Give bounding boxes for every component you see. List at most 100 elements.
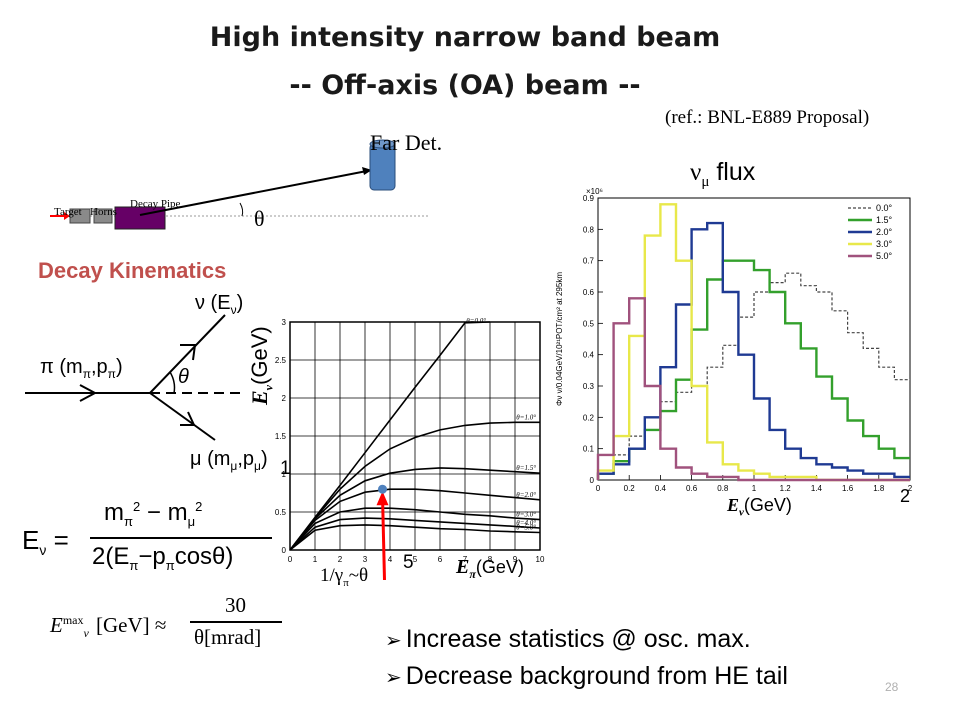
- angle-label: θ: [254, 206, 265, 231]
- kin-marker-arrowhead: [376, 491, 389, 506]
- flux-xtick-label: 0.8: [717, 484, 729, 493]
- flux-ytick-label: 0.7: [583, 257, 595, 266]
- flux-ytick-label: 0: [590, 476, 595, 485]
- kin-marker-point: [378, 484, 387, 494]
- flux-series-line: [596, 221, 910, 480]
- flux-xtick-label: 0: [596, 484, 601, 493]
- kin-xtick-label: 1: [313, 555, 318, 564]
- flux-xtick-label: 1.6: [842, 484, 854, 493]
- horn-2: [93, 208, 113, 224]
- flux-ytick-label: 0.9: [583, 194, 595, 203]
- kin-series-label: θ=5.0°: [516, 524, 536, 532]
- target-label: Target: [54, 206, 82, 218]
- kin-xlabel: Eπ(GeV): [456, 556, 524, 581]
- kin-marker-x: 5: [403, 552, 414, 573]
- kin-xtick-label: 0: [288, 555, 293, 564]
- kin-series-line: [289, 524, 541, 551]
- flux-xtick-label: 1.2: [780, 484, 792, 493]
- flux-scale-label: ×10⁶: [586, 187, 603, 196]
- kin-xtick-label: 10: [536, 555, 545, 564]
- page-number: 28: [885, 680, 899, 694]
- slide-title-line2: -- Off-axis (OA) beam --: [289, 70, 641, 101]
- decay-pipe-label: Decay Pipe: [130, 198, 181, 210]
- kin-series-label: θ=2.0°: [516, 491, 536, 499]
- flux-legend-label: 1.5°: [876, 215, 893, 225]
- decay-pipe: [114, 206, 166, 230]
- kin-series-line: [289, 517, 541, 551]
- flux-series-line: [596, 297, 910, 482]
- kin-ytick-label: 2.5: [275, 356, 287, 365]
- kin-xtick-label: 5: [413, 555, 418, 564]
- gamma-label: 1/γπ~θ: [320, 565, 369, 589]
- kin-xtick-label: 4: [388, 555, 393, 564]
- decay-diagram: [25, 314, 245, 441]
- kin-series-line: [289, 421, 540, 551]
- flux-xtick-label: 1.8: [873, 484, 885, 493]
- flux-xtick-label: 0.2: [624, 484, 636, 493]
- kin-xtick-label: 9: [513, 555, 518, 564]
- kin-xtick-label: 6: [438, 555, 443, 564]
- flux-series-line: [597, 272, 910, 480]
- kin-series-label: θ=1.0°: [516, 413, 536, 421]
- theta-label: θ: [178, 366, 189, 388]
- mu-label: μ (mμ,pμ): [190, 448, 268, 473]
- kin-xtick-label: 2: [338, 555, 343, 564]
- horns-label: Horns: [90, 206, 117, 218]
- flux-ytick-label: 0.5: [583, 319, 595, 328]
- nu-label: ν (Eν): [195, 292, 244, 317]
- beamline-diagram: [50, 139, 430, 230]
- kin-series-line: [289, 507, 541, 551]
- kin-ylabel: Eν(GeV): [247, 326, 276, 405]
- flux-xlabel: Eν(GeV): [727, 495, 792, 519]
- kin-marker-arrow: [381, 495, 386, 581]
- kin-series-line: [289, 321, 491, 551]
- flux-ytick-label: 0.4: [583, 351, 595, 360]
- kin-series-label: θ=3.0°: [516, 511, 536, 519]
- kinematics-chart: 0 1 2 3 4 5 6 7 8 9 10 0 0.5 1 1.5 2 2.5 3 θ=0.0° θ=1.0° θ=1…: [275, 317, 545, 581]
- kin-xtick-label: 8: [488, 555, 493, 564]
- flux-chart: 0 0.2 0.4 0.6 0.8 1 1.2 1.4 1.6 1.8 2 0 0.1 0.2 0.3 0.4…: [555, 187, 913, 493]
- decay-heading: Decay Kinematics: [38, 258, 227, 283]
- bullet-2: ➢ Decrease background from HE tail: [385, 662, 788, 690]
- flux-legend-label: 5.0°: [876, 251, 893, 261]
- flux-xtick-label: 1.4: [811, 484, 823, 493]
- flux-title: νμ flux: [690, 158, 756, 190]
- bullet-1: ➢ Increase statistics @ osc. max.: [385, 625, 751, 653]
- energy-formula: Eν = mπ2 − mμ2 2(Eπ−pπcosθ): [22, 497, 272, 587]
- flux-xtick-label: 2: [908, 484, 913, 493]
- off-axis-line: [139, 169, 373, 216]
- kin-series-label: θ=4.0°: [516, 519, 536, 527]
- kin-ytick-label: 1: [282, 470, 287, 479]
- flux-legend-label: 3.0°: [876, 239, 893, 249]
- horn-1: [69, 208, 91, 224]
- kin-ytick-label: 1.5: [275, 432, 287, 441]
- flux-ytick-label: 0.8: [583, 225, 595, 234]
- flux-ytick-label: 0.1: [583, 445, 595, 454]
- reference-note: (ref.: BNL-E889 Proposal): [665, 107, 870, 128]
- flux-ytick-label: 0.3: [583, 382, 595, 391]
- kin-series-line: [289, 467, 541, 551]
- flux-xtick-label: 0.6: [686, 484, 698, 493]
- kin-marker-y: 1: [280, 458, 291, 479]
- slide-title-line1: High intensity narrow band beam: [209, 22, 721, 53]
- flux-xtick-label: 0.4: [655, 484, 667, 493]
- flux-yaxis-label: Φν ν/0.04GeV/10²¹POT/cm² at 295km: [555, 272, 564, 406]
- kin-ytick-label: 2: [282, 394, 287, 403]
- far-det-label: Far Det.: [370, 130, 443, 155]
- flux-ytick-label: 0.2: [583, 413, 595, 422]
- kin-series-label: θ=0.0°: [466, 317, 486, 325]
- kin-series-label: θ=1.5°: [516, 464, 536, 472]
- kin-xtick-label: 7: [463, 555, 468, 564]
- kin-xtick-label: 3: [363, 555, 368, 564]
- flux-legend-label: 2.0°: [876, 227, 893, 237]
- kin-ytick-label: 0: [282, 546, 287, 555]
- flux-legend-label: 0.0°: [876, 203, 893, 213]
- emax-formula: Emaxν [GeV] ≈ 30 θ[mrad]: [50, 593, 290, 665]
- flux-xtick-label: 1: [752, 484, 757, 493]
- kin-ytick-label: 3: [282, 318, 287, 327]
- kin-series-line: [289, 488, 541, 551]
- kin-ytick-label: 0.5: [275, 508, 287, 517]
- flux-ytick-label: 0.6: [583, 288, 595, 297]
- flux-extra-tick: 2: [900, 486, 911, 506]
- pi-label: π (mπ,pπ): [40, 356, 123, 381]
